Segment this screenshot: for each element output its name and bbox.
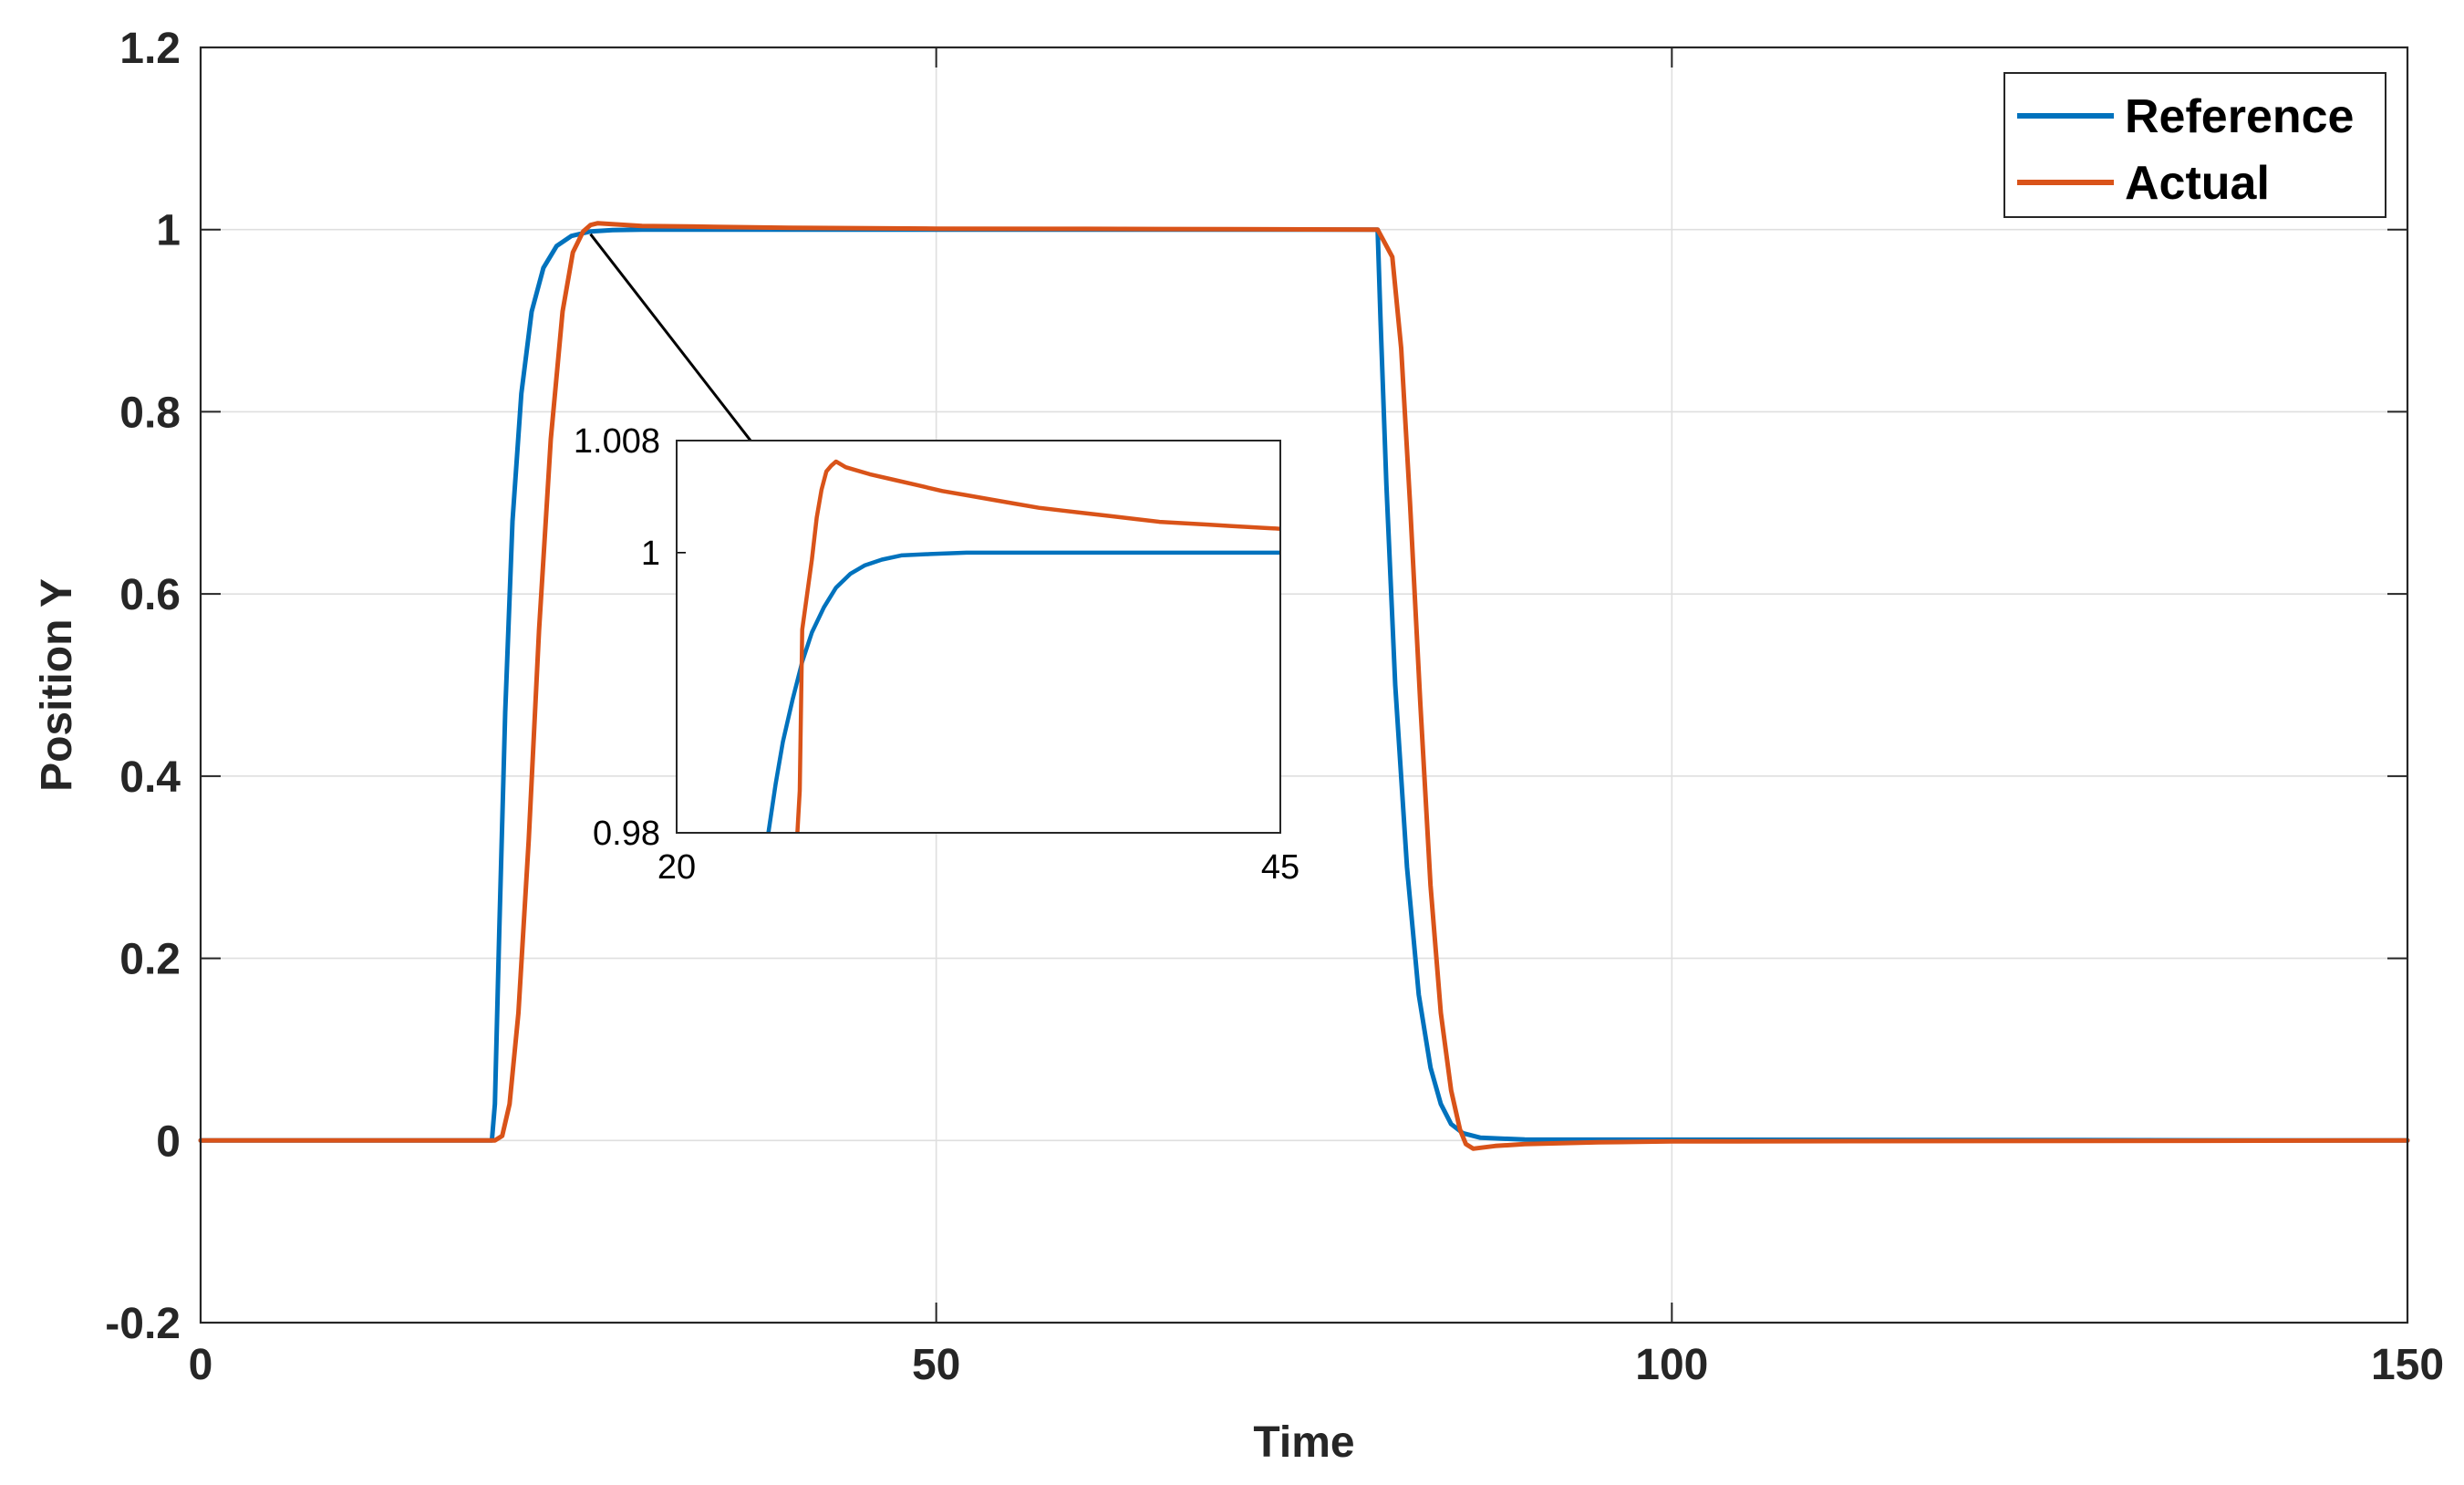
plot-frame xyxy=(199,46,2409,1324)
inset-y-tick-label-2: 1.008 xyxy=(574,422,660,461)
inset-series-line-actual xyxy=(795,459,1280,833)
inset-frame xyxy=(676,440,1281,834)
y-tick-label-3: 0.4 xyxy=(119,753,181,802)
inset-plot-area xyxy=(677,441,1280,833)
y-tick-label-2: 0.2 xyxy=(119,936,181,984)
inset-y-tick-label-1: 1 xyxy=(641,535,660,573)
legend-label-reference: Reference xyxy=(2125,90,2354,143)
plot-area xyxy=(201,47,2407,1323)
y-tick-label-5: 0.8 xyxy=(119,389,181,437)
series-lines xyxy=(198,221,2410,1151)
x-tick-label-1: 50 xyxy=(912,1341,960,1389)
legend-label-actual: Actual xyxy=(2125,157,2270,210)
inset-x-tick-label-1: 45 xyxy=(1261,848,1299,887)
y-tick-label-6: 1 xyxy=(156,207,181,255)
inset-series-lines xyxy=(766,459,1280,833)
y-tick-label-0: -0.2 xyxy=(105,1300,181,1348)
x-tick-label-2: 100 xyxy=(1635,1341,1708,1389)
series-line-actual xyxy=(198,221,2410,1151)
y-tick-label-1: 0 xyxy=(156,1117,181,1166)
legend: Reference Actual xyxy=(2003,72,2386,218)
y-tick-label-7: 1.2 xyxy=(119,25,181,73)
x-tick-label-3: 150 xyxy=(2371,1341,2444,1389)
inset-y-tick-label-0: 0.98 xyxy=(593,815,660,853)
legend-box xyxy=(2003,72,2386,218)
inset-x-tick-label-0: 20 xyxy=(657,848,696,887)
inset-series-line-reference xyxy=(766,550,1280,833)
inset-chart: 20 45 0.98 1 1.008 xyxy=(574,422,1299,887)
y-axis-label: Position Y xyxy=(33,578,81,792)
y-tick-label-4: 0.6 xyxy=(119,571,181,619)
x-tick-label-0: 0 xyxy=(189,1341,213,1389)
x-axis-label: Time xyxy=(1253,1418,1354,1467)
